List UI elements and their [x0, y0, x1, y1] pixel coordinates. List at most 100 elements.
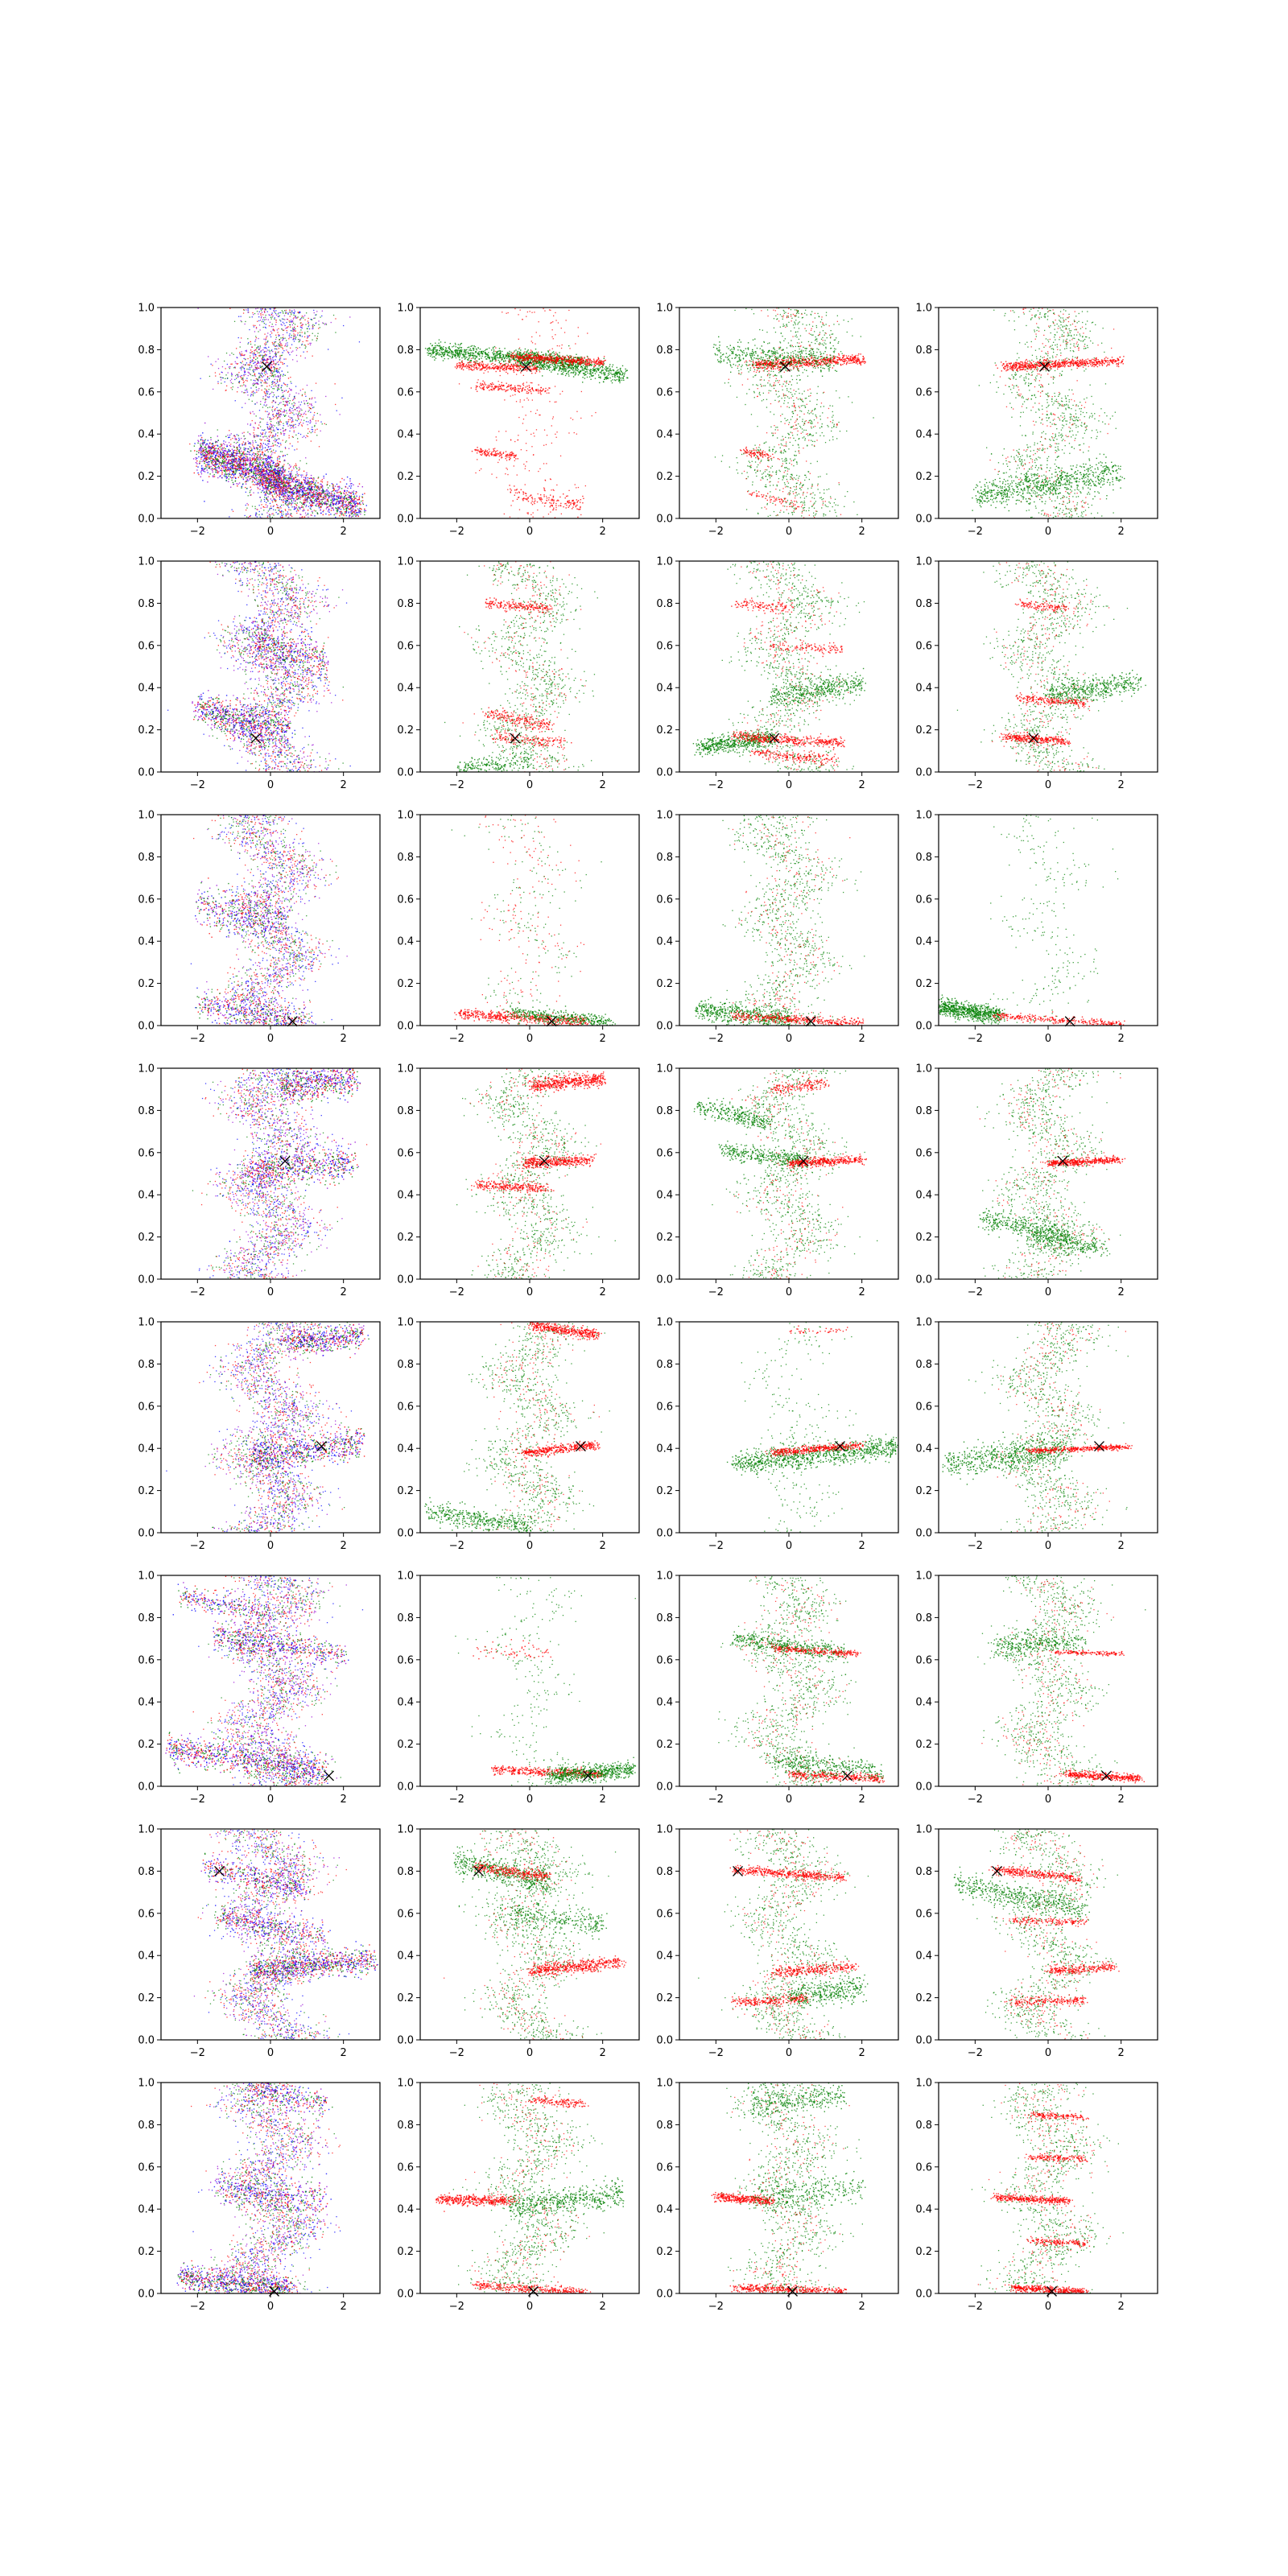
y-tick-label: 0.0: [656, 2289, 673, 2301]
x-tick-label: 2: [341, 2301, 347, 2313]
y-tick-label: 0.6: [138, 894, 155, 906]
y-tick-label: 0.4: [656, 1951, 673, 1963]
y-tick-label: 1.0: [138, 1063, 155, 1075]
y-tick-label: 0.6: [397, 1908, 414, 1920]
x-tick-label: 2: [1118, 1794, 1125, 1806]
y-tick-label: 0.2: [397, 978, 414, 990]
y-tick-label: 0.6: [397, 386, 414, 398]
x-tick-label: 2: [859, 526, 865, 538]
x-tick-label: 0: [526, 1540, 533, 1552]
y-tick-label: 0.6: [656, 1147, 673, 1159]
y-tick-label: 0.4: [915, 1697, 932, 1709]
y-tick-label: 0.6: [656, 2161, 673, 2174]
y-tick-label: 0.0: [138, 767, 155, 779]
scatter-points: [713, 308, 874, 519]
x-tick-label: 2: [341, 1540, 347, 1552]
subplot-r1-c3: −2 0 20.00.20.40.60.81.0: [656, 303, 898, 539]
y-tick-label: 0.2: [397, 1992, 414, 2004]
scatter-points: [189, 308, 367, 526]
y-tick-label: 1.0: [138, 1824, 155, 1836]
subplot-r4-c4: −2 0 20.00.20.40.60.81.0: [915, 1063, 1158, 1299]
x-tick-label: −2: [449, 1540, 464, 1552]
x-tick-label: 2: [600, 1286, 606, 1298]
subplot-r4-c3: −2 0 20.00.20.40.60.81.0: [656, 1063, 898, 1299]
y-tick-label: 0.4: [397, 683, 414, 695]
x-tick-label: −2: [190, 779, 205, 791]
y-tick-label: 0.4: [397, 936, 414, 948]
y-tick-label: 1.0: [915, 1063, 932, 1075]
subplot-r8-c1: −2 0 20.00.20.40.60.81.0: [138, 2078, 380, 2314]
x-tick-label: −2: [190, 2301, 205, 2313]
y-tick-label: 0.0: [138, 1274, 155, 1286]
y-tick-label: 0.8: [656, 1866, 673, 1878]
x-tick-label: 2: [600, 2047, 606, 2059]
scatter-points: [455, 1577, 636, 1787]
y-tick-label: 0.4: [397, 1697, 414, 1709]
y-tick-label: 0.6: [656, 1908, 673, 1920]
scatter-points: [972, 308, 1125, 519]
y-tick-label: 0.4: [138, 1697, 155, 1709]
y-tick-label: 0.6: [397, 1401, 414, 1413]
y-tick-label: 0.2: [656, 1485, 673, 1497]
subplot-r2-c3: −2 0 20.00.20.40.60.81.0: [656, 556, 898, 792]
y-tick-label: 0.0: [138, 2289, 155, 2301]
y-tick-label: 0.0: [138, 514, 155, 526]
y-tick-label: 0.2: [656, 978, 673, 990]
axes-frame: [161, 2083, 380, 2293]
subplot-r2-c1: −2 0 20.00.20.40.60.81.0: [138, 556, 380, 792]
subplot-r6-c2: −2 0 20.00.20.40.60.81.0: [397, 1571, 639, 1806]
scatter-points: [165, 1575, 363, 1789]
y-tick-label: 0.0: [656, 514, 673, 526]
scatter-points: [698, 1829, 869, 2041]
y-tick-label: 0.0: [397, 514, 414, 526]
y-tick-label: 1.0: [138, 1317, 155, 1329]
x-tick-label: 2: [600, 526, 606, 538]
x-tick-label: −2: [190, 1794, 205, 1806]
y-tick-label: 0.2: [656, 724, 673, 737]
axes-frame: [939, 1829, 1158, 2040]
x-tick-label: −2: [190, 1286, 205, 1298]
x-tick-label: 0: [1045, 1033, 1051, 1045]
x-tick-label: −2: [449, 526, 464, 538]
y-tick-label: 0.4: [138, 1951, 155, 1963]
y-tick-label: 0.6: [656, 1401, 673, 1413]
x-tick-label: −2: [708, 779, 724, 791]
y-tick-label: 0.8: [138, 852, 155, 864]
subplot-r7-c1: −2 0 20.00.20.40.60.81.0: [138, 1824, 380, 2060]
y-tick-label: 0.0: [138, 1021, 155, 1033]
y-tick-label: 1.0: [915, 2078, 932, 2090]
y-tick-label: 1.0: [397, 810, 414, 822]
x-tick-label: −2: [968, 526, 983, 538]
x-tick-label: 2: [600, 1033, 606, 1045]
axes-frame: [420, 1575, 639, 1786]
scatter-points: [718, 1576, 885, 1787]
y-tick-label: 0.6: [138, 1147, 155, 1159]
y-tick-label: 0.8: [138, 1359, 155, 1371]
y-tick-label: 0.4: [915, 936, 932, 948]
y-tick-label: 1.0: [397, 1063, 414, 1075]
y-tick-label: 0.2: [397, 1739, 414, 1751]
y-tick-label: 0.4: [138, 683, 155, 695]
axes-frame: [420, 308, 639, 518]
y-tick-label: 0.8: [915, 1359, 932, 1371]
y-tick-label: 1.0: [915, 303, 932, 315]
x-tick-label: 0: [267, 1033, 274, 1045]
x-tick-label: 0: [786, 1794, 792, 1806]
scatter-points: [693, 561, 866, 773]
y-tick-label: 1.0: [915, 1571, 932, 1583]
y-tick-label: 1.0: [138, 2078, 155, 2090]
y-tick-label: 0.6: [915, 1147, 932, 1159]
y-tick-label: 0.0: [915, 514, 932, 526]
scatter-points: [436, 2083, 624, 2299]
y-tick-label: 0.0: [397, 2035, 414, 2047]
y-tick-label: 0.2: [656, 2246, 673, 2258]
y-tick-label: 0.4: [397, 429, 414, 441]
y-tick-label: 0.8: [656, 598, 673, 610]
x-tick-label: 2: [341, 1794, 347, 1806]
y-tick-label: 1.0: [397, 1824, 414, 1836]
y-tick-label: 0.0: [138, 1528, 155, 1540]
x-tick-label: 2: [341, 1033, 347, 1045]
x-tick-label: 0: [526, 1286, 533, 1298]
scatter-points: [712, 2077, 866, 2298]
scatter-points: [935, 815, 1125, 1030]
